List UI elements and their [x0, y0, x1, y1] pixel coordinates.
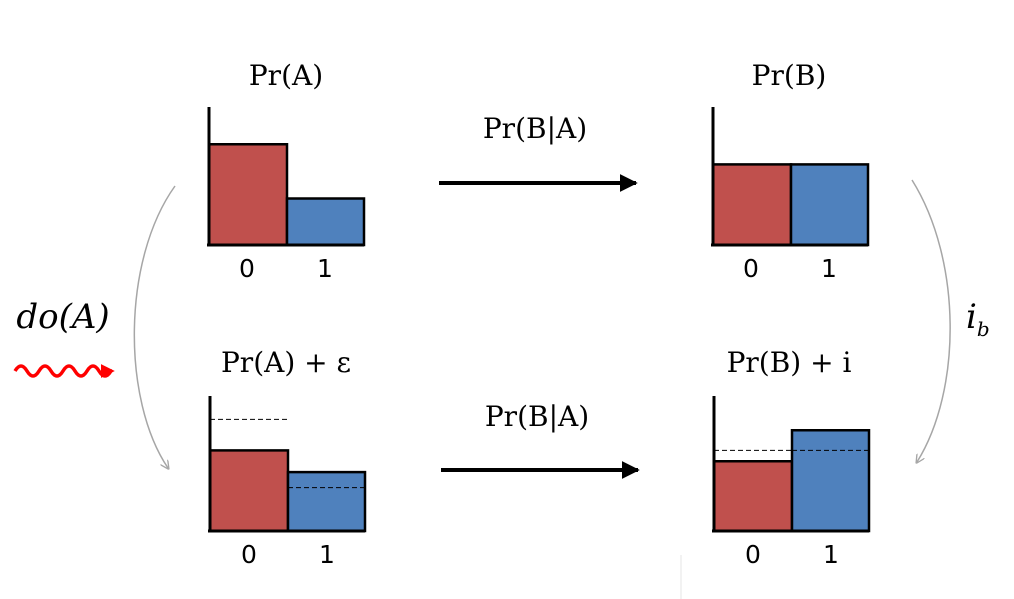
title-pr-b-plus-i: Pr(B) + i	[727, 346, 852, 379]
panel-pr-b-plus-i: 0 1	[712, 396, 871, 569]
title-pr-a-plus-epsilon: Pr(A) + ε	[221, 346, 351, 379]
right-label-main: i	[966, 297, 977, 337]
title-pr-b: Pr(B)	[752, 59, 827, 92]
panel-pr-b: 0 1	[711, 107, 870, 283]
curve-arrow-right	[911, 179, 951, 462]
squiggle-arrow	[13, 364, 115, 378]
bar-pr-a-eps-0	[208, 449, 290, 533]
tick-pr-b-i-0: 0	[745, 540, 761, 569]
bar-pr-a-0	[207, 143, 289, 247]
title-pr-a: Pr(A)	[249, 59, 323, 92]
bar-pr-b-i-0	[712, 460, 794, 533]
bar-pr-a-1	[285, 197, 366, 247]
right-label: ib	[966, 297, 990, 341]
panel-pr-a-plus-epsilon: 0 1	[208, 396, 367, 569]
tick-pr-b-1: 1	[821, 254, 837, 283]
arrow-label-top: Pr(B|A)	[483, 112, 587, 145]
bar-pr-b-0	[711, 163, 793, 247]
intervention-label: do(A)	[16, 297, 109, 337]
tick-pr-b-i-1: 1	[823, 540, 839, 569]
tick-pr-a-0: 0	[239, 254, 255, 283]
tick-pr-a-1: 1	[317, 254, 333, 283]
tick-pr-a-eps-0: 0	[241, 540, 257, 569]
tick-pr-a-eps-1: 1	[319, 540, 335, 569]
bar-pr-b-i-1	[790, 429, 871, 533]
curve-arrow-left	[133, 185, 176, 468]
arrow-label-bottom: Pr(B|A)	[485, 400, 589, 433]
panel-pr-a: 0 1	[207, 107, 366, 283]
right-label-subscript: b	[977, 317, 990, 341]
tick-pr-b-0: 0	[743, 254, 759, 283]
bar-pr-b-1	[789, 163, 870, 247]
bar-pr-a-eps-1	[286, 470, 367, 533]
